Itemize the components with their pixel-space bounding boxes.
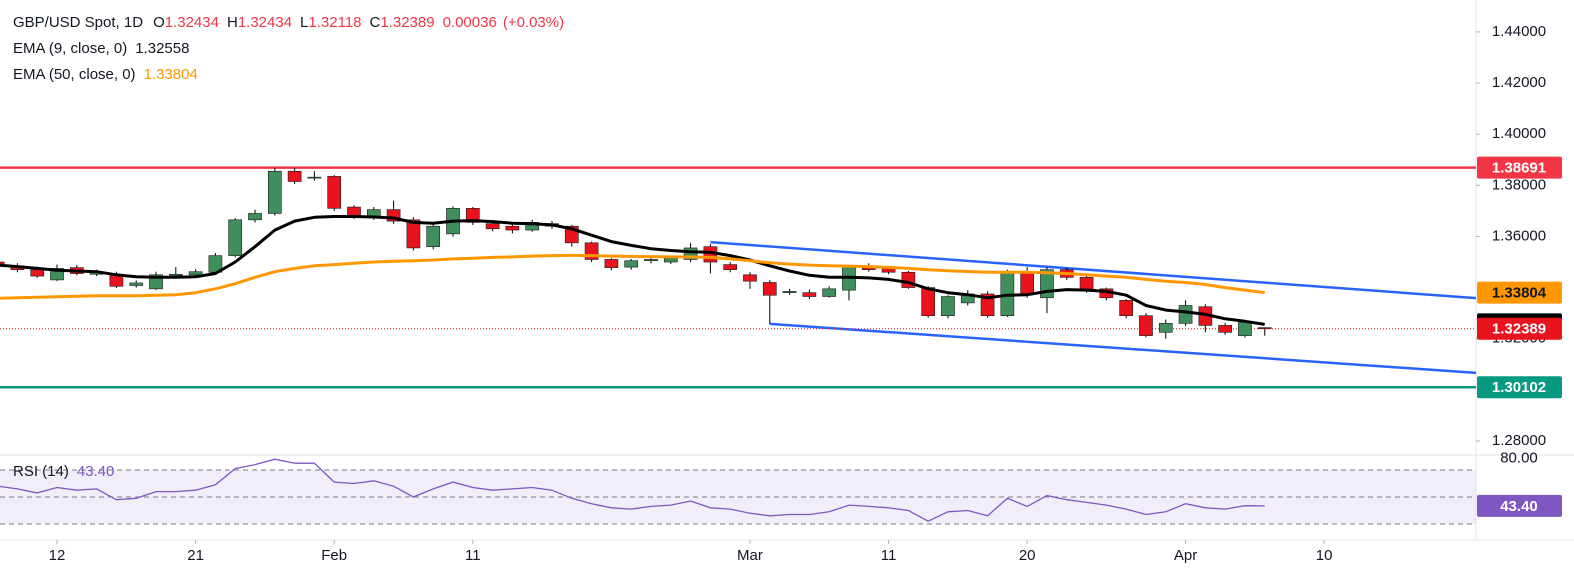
candle-body — [644, 259, 658, 262]
candle-body — [30, 269, 45, 277]
candle-body — [723, 264, 738, 270]
ohlc-prefix: O — [153, 14, 165, 31]
candle-body — [267, 170, 282, 214]
candle-body — [485, 223, 500, 230]
rsi-legend: RSI (14) 43.40 — [13, 463, 114, 480]
x-tick-label: Apr — [1174, 547, 1197, 564]
ohlc-value: 1.32389 — [380, 14, 434, 31]
legend-bg — [6, 8, 656, 88]
candle-body — [980, 293, 995, 316]
y-tick-label: 1.36000 — [1492, 227, 1546, 244]
candle-body — [663, 257, 678, 263]
x-tick-label: 11 — [465, 547, 481, 564]
ohlc-prefix: H — [227, 14, 238, 31]
candle-body — [1178, 305, 1193, 324]
level-tag: 1.38691 — [1492, 160, 1546, 177]
legend-title: GBP/USD Spot, 1D — [13, 14, 143, 31]
candle-body — [604, 259, 619, 268]
x-tick-label: 21 — [187, 547, 204, 564]
y-tick-label: 1.44000 — [1492, 23, 1546, 40]
legend-entry: EMA (9, close, 0) 1.32558 — [13, 40, 189, 57]
ema-tag: 1.33804 — [1492, 285, 1547, 302]
rsi-value: 43.40 — [77, 463, 115, 480]
y-tick-label: 1.42000 — [1492, 74, 1546, 91]
legend-value: 1.33804 — [144, 66, 198, 83]
candle-body — [1158, 323, 1173, 333]
candle-body — [1079, 277, 1094, 291]
candle-body — [168, 273, 183, 276]
candle-body — [248, 213, 262, 221]
y-tick-label: 1.38000 — [1492, 176, 1546, 193]
candle-body — [822, 288, 837, 297]
price-tag: 1.32389 — [1492, 321, 1546, 338]
legend-main: GBP/USD Spot, 1D O1.32434 H1.32434 L1.32118… — [13, 14, 564, 31]
channel-line — [710, 240, 1477, 300]
candle-body — [1139, 315, 1153, 336]
legend-name: EMA (9, close, 0) — [13, 40, 127, 57]
ema-line — [0, 215, 1265, 326]
x-tick-label: Mar — [737, 547, 763, 564]
x-tick-label: 20 — [1019, 547, 1036, 564]
candle-body — [1238, 321, 1252, 336]
level-tag: 1.30102 — [1492, 379, 1546, 396]
ohlc-prefix: C — [370, 14, 381, 31]
price-tag-bg — [1477, 317, 1562, 340]
level-tag-bg — [1477, 156, 1562, 179]
candle-body — [921, 287, 936, 316]
candle-body — [1257, 327, 1272, 330]
x-tick-label: Feb — [321, 547, 347, 564]
candle-body — [347, 206, 361, 217]
candle-body — [743, 274, 757, 282]
candle-body — [129, 282, 144, 286]
candle-body — [426, 225, 441, 247]
candle-body — [1218, 325, 1232, 333]
rsi-name: RSI (14) — [13, 463, 69, 480]
candle-body — [50, 268, 64, 281]
candle-body — [0, 261, 5, 267]
ohlc-prefix: L — [300, 14, 308, 31]
candle-body — [1119, 300, 1133, 316]
ohlc-value: 1.32434 — [165, 14, 219, 31]
ohlc-value: 1.32118 — [308, 14, 361, 31]
x-tick-label: 11 — [881, 547, 897, 564]
y-tick-label: 1.40000 — [1492, 125, 1546, 142]
level-tag-bg — [1477, 376, 1562, 399]
x-tick-label: 10 — [1316, 547, 1333, 564]
candle-body — [505, 225, 520, 231]
candle-body — [228, 219, 243, 256]
candle-body — [406, 219, 421, 249]
candle-body — [465, 208, 480, 223]
candle-body — [762, 282, 777, 296]
rsi-line — [0, 458, 1265, 522]
candle-body — [287, 170, 302, 182]
candle-body — [624, 260, 639, 268]
rsi-tag-bg — [1477, 494, 1562, 517]
x-tick-label: 12 — [49, 547, 66, 564]
candle-body — [307, 176, 322, 179]
y-tick-label: 1.28000 — [1492, 432, 1546, 449]
ema-tag-bg — [1477, 281, 1562, 304]
candle-body — [802, 292, 817, 297]
candle-body — [386, 209, 401, 222]
rsi-tick-label: 80.00 — [1500, 449, 1538, 466]
candle-body — [327, 176, 342, 209]
ohlc-value: 1.32434 — [238, 14, 292, 31]
rsi-tag: 43.40 — [1500, 498, 1538, 515]
legend-value: 1.32558 — [135, 40, 189, 57]
legend-entry: EMA (50, close, 0) 1.33804 — [13, 66, 198, 83]
candle-body — [941, 296, 955, 316]
candle-body — [188, 271, 203, 276]
legend-name: EMA (50, close, 0) — [13, 66, 136, 83]
change-value: 0.00036 — [443, 14, 497, 31]
candle-body — [683, 247, 698, 260]
candle-body — [1020, 271, 1034, 295]
channel-line — [769, 322, 1477, 375]
candle-body — [782, 291, 797, 293]
ema-line — [0, 253, 1265, 300]
change-percent: (+0.03%) — [503, 14, 564, 31]
